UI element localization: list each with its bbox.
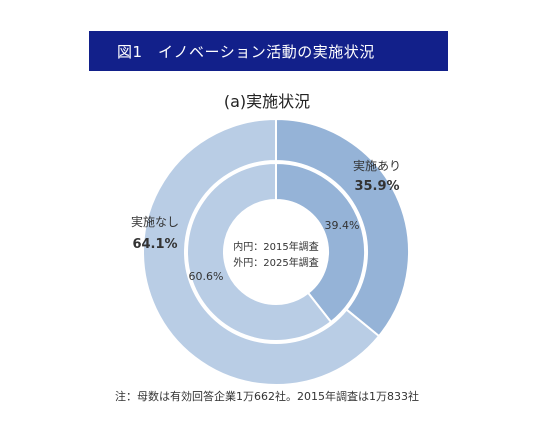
figure-title-banner: 図1 イノベーション活動の実施状況 xyxy=(89,31,448,71)
center-legend-inner: 内円：2015年調査 xyxy=(233,240,318,253)
outer-ring-slice-yes xyxy=(275,117,410,338)
inner-ring-slice-yes xyxy=(275,161,366,324)
outer-label-yes-value: 35.9% xyxy=(354,179,399,194)
inner-label-yes-value: 39.4% xyxy=(325,219,360,232)
center-legend-outer: 外円：2025年調査 xyxy=(233,256,318,269)
footnote: 注：母数は有効回答企業1万662社。2015年調査は1万833社 xyxy=(115,390,419,403)
outer-ring-slice-no xyxy=(142,117,381,386)
outer-label-yes-category: 実施あり xyxy=(353,158,401,173)
inner-label-no-value: 60.6% xyxy=(189,270,224,283)
outer-label-no-value: 64.1% xyxy=(132,237,177,252)
outer-label-no-category: 実施なし xyxy=(131,214,179,229)
inner-ring-slice-no xyxy=(186,161,333,342)
chart-title: (a)実施状況 xyxy=(223,92,311,111)
figure-title: 図1 イノベーション活動の実施状況 xyxy=(117,42,375,61)
